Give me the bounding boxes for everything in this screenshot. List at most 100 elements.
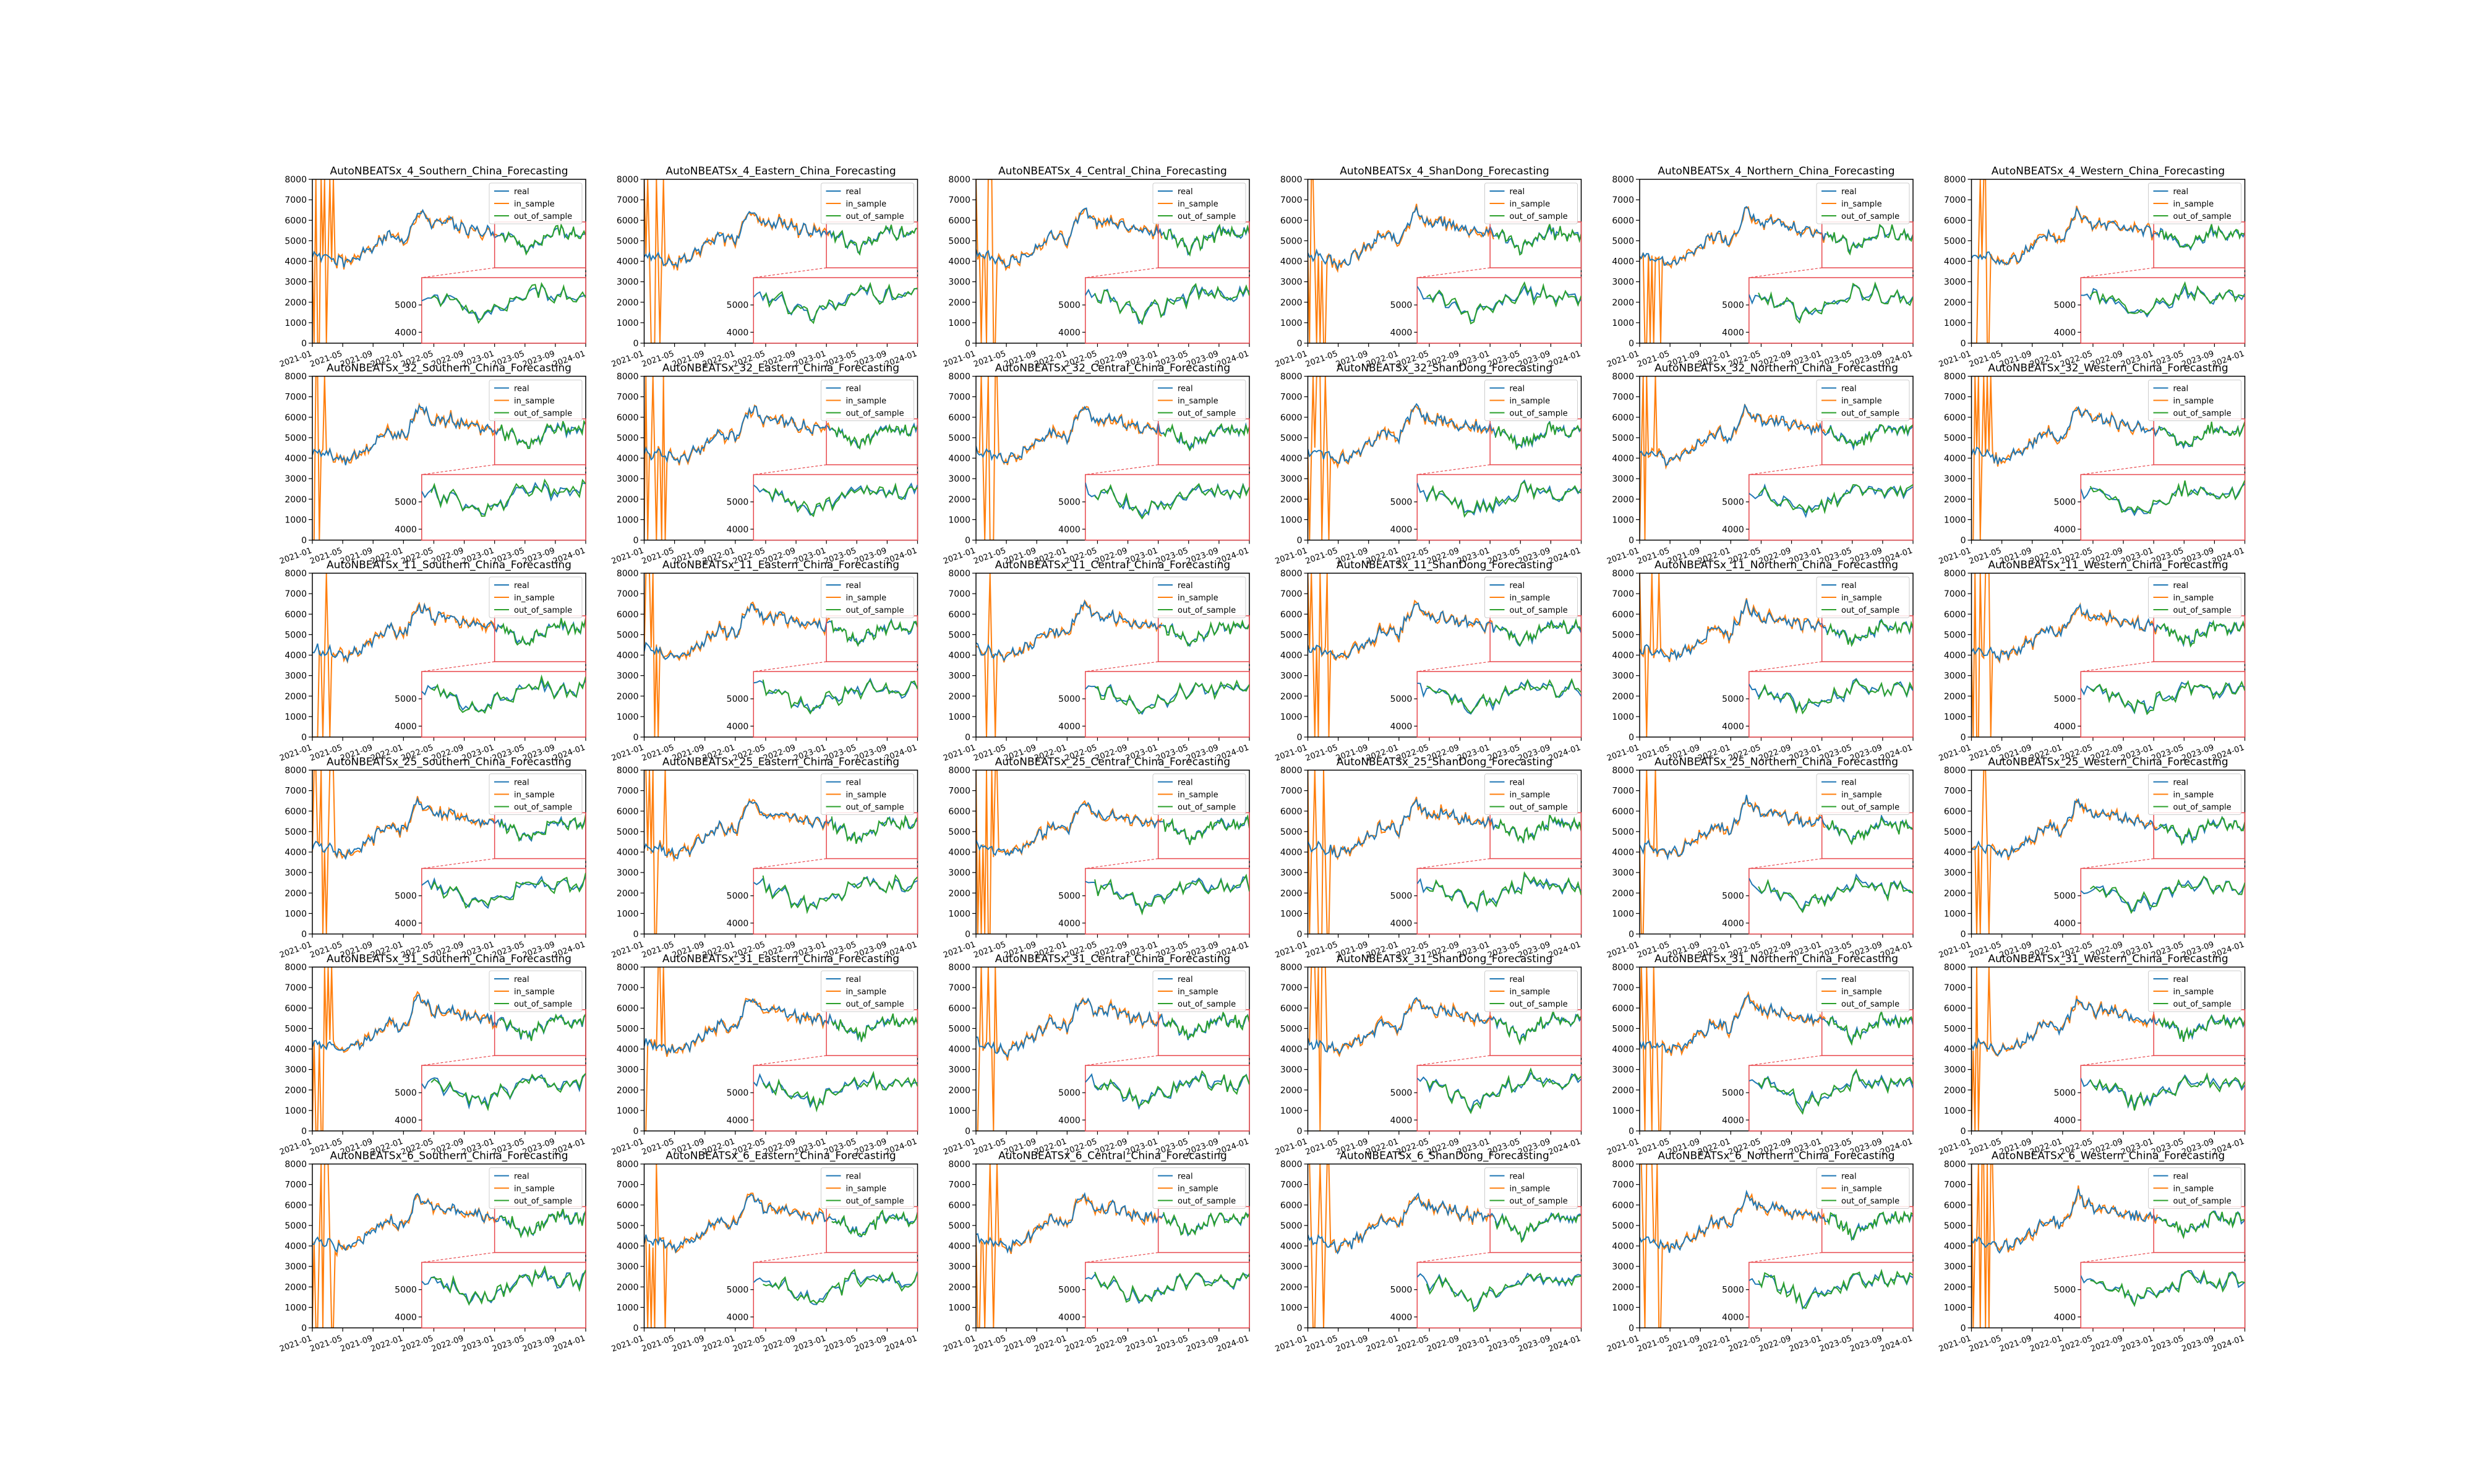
y-tick-label: 7000	[1280, 195, 1303, 205]
x-tick-label: 2021-01	[1938, 743, 1972, 764]
y-tick-label: 3000	[1280, 474, 1303, 484]
zoom-inset-frame	[753, 671, 918, 738]
x-tick-label: 2021-01	[942, 349, 977, 370]
y-tick-label: 0	[1629, 733, 1634, 743]
x-tick-label: 2023-09	[1185, 1334, 1220, 1354]
legend-label-in_sample: in_sample	[1178, 200, 1218, 209]
x-tick-label: 2021-01	[610, 1137, 645, 1158]
x-tick-label: 2022-01	[2029, 1334, 2063, 1354]
zoom-source-box	[494, 812, 586, 859]
series-out_of_sample	[1826, 816, 1913, 846]
series-real	[1971, 998, 2245, 1057]
series-real	[644, 406, 918, 464]
y-tick-label: 1000	[285, 712, 307, 722]
y-tick-label: 2000	[1280, 889, 1303, 898]
legend-label-real: real	[1510, 385, 1525, 394]
zoom-source-box	[826, 418, 918, 466]
legend-label-out_of_sample: out_of_sample	[1510, 803, 1568, 812]
inset-y-tick-label: 4000	[395, 525, 417, 535]
legend: real in_sample out_of_sample	[821, 576, 914, 618]
y-tick-label: 8000	[1612, 766, 1634, 776]
y-tick-label: 8000	[1944, 1160, 1966, 1170]
panel-title: AutoNBEATSx_32_Southern_China_Forecastin…	[327, 362, 571, 375]
series-out_of_sample	[831, 224, 918, 256]
legend: real in_sample out_of_sample	[821, 970, 914, 1012]
x-tick-label: 2023-05	[1486, 1334, 1521, 1354]
x-tick-label: 2022-05	[732, 1334, 766, 1354]
zoom-inset-frame	[753, 1261, 918, 1329]
x-tick-label: 2022-09	[2089, 1334, 2124, 1354]
y-tick-label: 0	[1297, 930, 1303, 940]
zoom-source-box	[2153, 1009, 2246, 1056]
legend-label-in_sample: in_sample	[1510, 397, 1551, 406]
y-tick-label: 8000	[948, 372, 970, 382]
y-tick-label: 0	[633, 536, 639, 546]
y-tick-label: 3000	[1612, 672, 1634, 681]
y-tick-label: 3000	[1944, 474, 1966, 484]
x-tick-label: 2023-01	[1788, 1334, 1823, 1354]
inset-y-tick-label: 5000	[1722, 1286, 1744, 1295]
zoom-source-box	[2153, 812, 2246, 859]
series-out_of_sample	[2158, 421, 2245, 448]
y-tick-label: 1000	[285, 1303, 307, 1313]
panel-series	[976, 770, 1249, 934]
inset-y-tick-label: 5000	[395, 892, 417, 902]
y-tick-label: 2000	[948, 1086, 970, 1096]
y-tick-label: 7000	[1280, 1180, 1303, 1190]
x-tick-label: 2022-01	[1365, 1334, 1400, 1354]
y-tick-label: 0	[965, 339, 970, 349]
inset-series-out_of_sample	[2089, 680, 2245, 715]
x-tick-label: 2024-01	[1215, 1334, 1250, 1354]
panel-28: AutoNBEATSx_31_ShanDong_Forecasting 0 1000…	[1274, 953, 1582, 1157]
legend-box	[1484, 1167, 1578, 1209]
legend: real in_sample out_of_sample	[1816, 1167, 1910, 1209]
y-tick-label: 4000	[948, 651, 970, 661]
inset-y-tick-label: 4000	[727, 1115, 749, 1125]
zoom-connector-left	[421, 1252, 495, 1263]
panel-title: AutoNBEATSx_32_Eastern_China_Forecasting	[662, 362, 899, 375]
zoom-source-box	[1489, 418, 1582, 466]
series-real	[312, 994, 586, 1052]
legend-label-out_of_sample: out_of_sample	[1510, 1000, 1568, 1009]
x-tick-label: 2021-01	[610, 940, 645, 960]
legend: real in_sample out_of_sample	[2148, 380, 2241, 421]
inset-y-tick-label: 5000	[1390, 1088, 1413, 1098]
series-out_of_sample	[1163, 1211, 1249, 1236]
y-tick-label: 6000	[285, 1201, 307, 1211]
panel-title: AutoNBEATSx_6_Southern_China_Forecasting	[330, 1150, 568, 1162]
x-tick-label: 2021-09	[1998, 1334, 2033, 1354]
legend-label-out_of_sample: out_of_sample	[1178, 1000, 1236, 1009]
y-tick-label: 3000	[1612, 474, 1634, 484]
y-tick-label: 8000	[1944, 766, 1966, 776]
y-tick-label: 4000	[285, 1045, 307, 1055]
y-tick-label: 0	[1629, 1127, 1634, 1136]
y-tick-label: 3000	[285, 1065, 307, 1075]
x-tick-label: 2021-05	[309, 1334, 343, 1354]
x-tick-label: 2022-05	[1727, 1334, 1762, 1354]
x-tick-label: 2022-09	[430, 1334, 465, 1354]
y-tick-label: 2000	[285, 1086, 307, 1096]
panel-title: AutoNBEATSx_25_Western_China_Forecasting	[1988, 756, 2228, 769]
y-tick-label: 8000	[1280, 569, 1303, 579]
zoom-inset-frame	[1416, 277, 1582, 344]
zoom-connector-left	[753, 858, 827, 869]
zoom-connector-left	[421, 267, 495, 278]
x-tick-label: 2023-09	[2181, 1334, 2215, 1354]
zoom-connector-left	[2081, 661, 2154, 672]
legend-label-in_sample: in_sample	[1178, 1185, 1218, 1194]
y-tick-label: 4000	[1944, 257, 1966, 267]
inset-y-tick-label: 5000	[1722, 301, 1744, 310]
x-tick-label: 2021-01	[1274, 940, 1309, 960]
legend-label-real: real	[2173, 385, 2189, 394]
y-tick-label: 3000	[1944, 278, 1966, 288]
series-out_of_sample	[1826, 619, 1913, 647]
panel-title: AutoNBEATSx_31_Southern_China_Forecastin…	[327, 953, 571, 965]
legend-box	[489, 774, 583, 815]
zoom-inset-frame	[1748, 474, 1914, 541]
y-tick-label: 3000	[617, 672, 639, 681]
y-tick-label: 0	[1961, 1324, 1966, 1334]
y-tick-label: 2000	[1944, 1086, 1966, 1096]
panel-17: AutoNBEATSx_11_Northern_China_Forecastin…	[1606, 559, 1914, 763]
y-tick-label: 3000	[948, 672, 970, 681]
legend-label-in_sample: in_sample	[514, 594, 555, 603]
